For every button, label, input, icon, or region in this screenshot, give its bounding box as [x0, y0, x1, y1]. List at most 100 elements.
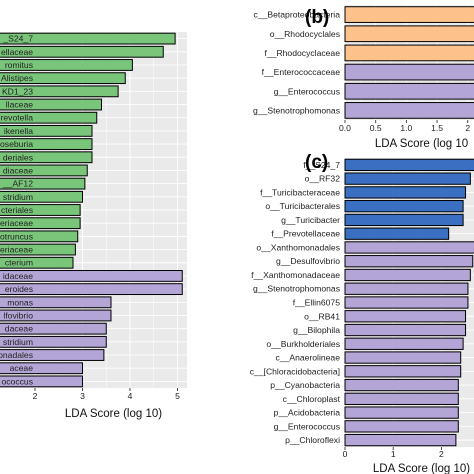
panel-a: _S24_7 ellaceae romitus Alistipes KD1_23llac…: [0, 32, 187, 420]
category-label: p__Acidobacteria: [274, 408, 341, 418]
category-label: o__RF32: [305, 174, 341, 184]
bar-f-rhodocyclaceae: [345, 45, 474, 61]
category-label: o__Burkholderiales: [266, 339, 340, 349]
bar-c-anaerolineae: [345, 352, 461, 363]
bar-g-enterococcus: [345, 83, 474, 99]
bar-g-enterococcus: [345, 421, 458, 432]
category-label: g__Turicibacter: [281, 215, 340, 225]
category-label: g__Enterococcus: [274, 86, 340, 96]
category-label: eroides: [5, 284, 33, 294]
category-label: g__Stenotrophomonas: [253, 105, 340, 115]
bar-g-turicibacter: [345, 214, 463, 225]
bar-g-stenotrophomonas: [345, 283, 468, 294]
category-label: stridium: [3, 337, 33, 347]
category-label: g__Bilophila: [293, 325, 340, 335]
bar-o-burkholderiales: [345, 338, 463, 349]
x-tick-label: 1.0: [400, 123, 412, 133]
bar-p-acidobacteria: [345, 407, 458, 418]
x-tick-label: 5: [175, 391, 180, 401]
bar-f-ellin6075: [345, 297, 468, 308]
category-label: f__Xanthomonadaceae: [251, 270, 340, 280]
bar-o-rhodocyclales: [345, 26, 474, 42]
x-tick-label: 0: [343, 449, 348, 459]
category-label: revotella: [1, 113, 34, 123]
x-tick-label: 3: [80, 391, 85, 401]
category-label: g__Desulfovibrio: [276, 256, 340, 266]
bar-o-rb41: [345, 311, 466, 322]
category-label: monas: [7, 297, 33, 307]
category-label: p__Cyanobacteria: [270, 380, 340, 390]
x-tick-label: 2: [465, 123, 470, 133]
category-label: c__Chloroplast: [283, 394, 341, 404]
x-tick-label: 1: [391, 449, 396, 459]
category-label: _S24_7: [2, 34, 33, 44]
bar-c-betaproteobacteria: [345, 7, 474, 23]
panel-c: f__S24_7 o__RF32 f__Turicibacteraceae o__Tu…: [250, 152, 474, 474]
bar-f-s24-7: [345, 159, 474, 170]
bar-g-desulfovibrio: [345, 256, 473, 267]
bar-o-rf32: [345, 173, 470, 184]
category-label: o__Xanthomonadales: [256, 242, 340, 252]
category-label: KD1_23: [2, 86, 33, 96]
category-label: o__RB41: [304, 311, 340, 321]
category-label: deriales: [3, 152, 33, 162]
category-label: o__Turicibacterales: [265, 201, 340, 211]
category-label: g__Enterococcus: [274, 421, 340, 431]
bar-p-cyanobacteria: [345, 379, 458, 390]
category-label: g__Stenotrophomonas: [253, 284, 340, 294]
category-label: f__Ellin6075: [293, 298, 341, 308]
category-label: otruncus: [0, 231, 33, 241]
category-label: lfovibrio: [3, 310, 33, 320]
x-axis-title: LDA Score (log 10: [375, 138, 468, 150]
category-label: stridium: [3, 192, 33, 202]
category-label: aceae: [10, 363, 34, 373]
bar-f-prevotellaceae: [345, 228, 449, 239]
category-label: oseburia: [0, 139, 33, 149]
x-tick-label: 2: [439, 449, 444, 459]
panel-label: (c): [305, 152, 328, 173]
category-label: c__Anaerolineae: [275, 353, 340, 363]
category-label: f__Rhodocyclaceae: [265, 48, 341, 58]
category-label: ococcus: [1, 376, 33, 386]
x-tick-label: 2: [33, 391, 38, 401]
category-label: daceae: [5, 324, 33, 334]
bar-g-bilophila: [345, 324, 466, 335]
category-label: acteriaceae: [0, 218, 33, 228]
category-label: ikenella: [4, 126, 33, 136]
bar-c-chloroplast: [345, 393, 458, 404]
panel-b: c__Betaproteobacteria o__Rhodocyclales f__…: [253, 5, 474, 150]
category-label: o__Rhodocyclales: [270, 29, 340, 39]
panel-label: (b): [305, 7, 329, 28]
category-label: __AF12: [2, 179, 33, 189]
bar-o-xanthomonadales: [345, 242, 474, 253]
category-label: bacteriaceae: [0, 245, 33, 255]
bar-o-turicibacterales: [345, 201, 463, 212]
x-axis-title: LDA Score (log 10): [373, 463, 470, 474]
category-label: c__[Chloracidobacteria]: [250, 366, 340, 376]
bar-p-chloroflexi: [345, 434, 456, 445]
category-label: f__Enterococcaceae: [262, 67, 341, 77]
bar-f-xanthomonadaceae: [345, 269, 470, 280]
bar-g-stenotrophomonas: [345, 103, 474, 119]
category-label: p__Chloroflexi: [285, 435, 340, 445]
bar-f-enterococcaceae: [345, 64, 474, 80]
category-label: f__Prevotellaceae: [271, 229, 340, 239]
category-label: diaceae: [3, 165, 33, 175]
category-label: llaceae: [6, 100, 33, 110]
x-tick-label: 1.5: [431, 123, 443, 133]
category-label: cteriales: [1, 205, 33, 215]
x-axis-title: LDA Score (log 10): [65, 408, 162, 420]
bar-f-turicibacteraceae: [345, 187, 466, 198]
category-label: cterium: [5, 258, 33, 268]
category-label: idaceae: [3, 271, 33, 281]
category-label: romitus: [5, 60, 33, 70]
category-label: f__Turicibacteraceae: [260, 187, 340, 197]
category-label: Alistipes: [1, 73, 33, 83]
category-label: ellaceae: [1, 47, 33, 57]
x-tick-label: 4: [128, 391, 133, 401]
bar-c-chloracidobacteria-: [345, 366, 461, 377]
x-tick-label: 0.0: [339, 123, 351, 133]
x-tick-label: 0.5: [370, 123, 382, 133]
category-label: monadales: [0, 350, 33, 360]
